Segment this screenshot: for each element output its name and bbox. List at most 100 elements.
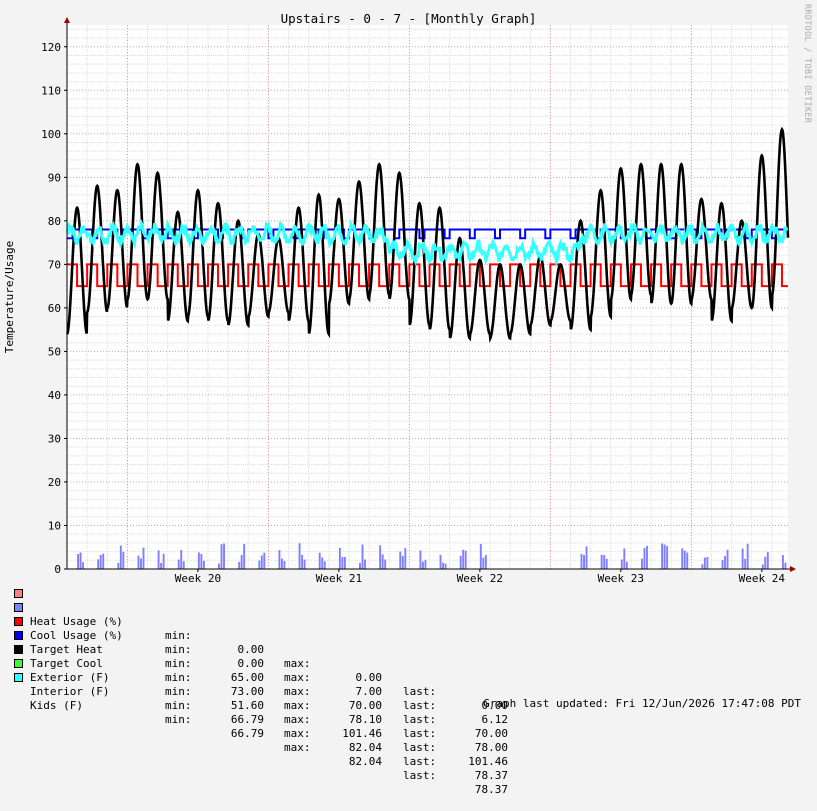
chart: 0 10 20 30 40 50 60 70 80 90 100 110 120 Week 20 Week…	[41, 17, 796, 585]
cool-usage-bar	[223, 543, 225, 569]
cool-usage-bar	[298, 543, 301, 569]
cool-usage-bar	[162, 553, 165, 569]
cool-usage-bar	[283, 560, 286, 569]
cool-usage-bar	[583, 555, 585, 569]
cool-usage-bar	[442, 562, 445, 569]
cool-usage-bar	[117, 562, 120, 569]
interior-swatch	[14, 659, 23, 668]
cool-usage-bar	[646, 545, 648, 569]
cool-usage-bar	[102, 553, 105, 569]
legend-row-exterior: Exterior (F) min: 51.60 max: 101.46 last…	[14, 643, 508, 768]
legend-series-name: Target Cool	[30, 657, 103, 670]
cool-usage-bar	[482, 557, 485, 569]
cool-usage-bar	[343, 557, 346, 569]
cool-usage-bar	[142, 547, 145, 569]
cool-usage-bar	[686, 552, 689, 569]
cool-usage-bar	[703, 557, 706, 569]
cool-usage-bar	[764, 556, 767, 569]
cool-usage-bar	[484, 555, 487, 569]
cool-usage-bar	[741, 548, 744, 569]
y-tick-label: 110	[41, 84, 61, 97]
cool-usage-bar	[303, 559, 306, 569]
cool-usage-bar	[724, 556, 726, 569]
cool-usage-bar	[160, 562, 163, 569]
cool-usage-bar	[744, 558, 747, 569]
cool-usage-bar	[180, 550, 183, 569]
cool-usage-bar	[681, 548, 684, 569]
cool-usage-bar	[479, 543, 482, 569]
target-heat-line	[67, 263, 788, 288]
cool-usage-bar	[404, 548, 407, 569]
cool-usage-bar	[119, 545, 122, 569]
target-heat-swatch	[14, 617, 23, 626]
cool-usage-bar	[459, 555, 462, 569]
cool-usage-bar	[238, 562, 241, 569]
cool-usage-bar	[726, 549, 729, 569]
y-tick-label: 120	[41, 41, 61, 54]
y-tick-label: 30	[48, 432, 61, 445]
y-tick-label: 20	[48, 476, 61, 489]
x-axis-arrow	[790, 566, 796, 572]
y-tick-label: 50	[48, 345, 61, 358]
x-tick-label: Week 24	[739, 572, 786, 585]
legend-row-kids: Kids (F) min: 66.79 max: 82.04 last: 78.…	[14, 671, 508, 796]
cool-usage-bar	[462, 549, 465, 569]
cool-usage-bar	[137, 555, 140, 569]
kids-swatch	[14, 673, 23, 682]
y-tick-label: 0	[54, 563, 61, 576]
y-axis-label: Temperature/Usage	[3, 240, 16, 354]
cool-usage-bar	[182, 561, 185, 569]
cool-usage-bar	[364, 559, 366, 569]
cool-usage-bar	[580, 553, 583, 569]
cool-usage-bar	[706, 556, 709, 569]
cool-usage-bar	[220, 544, 223, 569]
cool-usage-bar	[177, 559, 180, 569]
heat-usage-swatch	[14, 589, 23, 598]
cool-usage-bar	[620, 559, 623, 569]
cool-usage-bar	[202, 560, 205, 569]
cool-usage-bar	[318, 552, 321, 569]
cool-usage-bar	[605, 558, 608, 569]
legend-series-name: Cool Usage (%)	[30, 629, 123, 642]
last-updated: Graph last updated: Fri 12/Jun/2026 17:4…	[483, 697, 801, 710]
cool-usage-bar	[640, 558, 643, 569]
cool-usage-bar	[122, 551, 125, 569]
cool-usage-bar	[721, 559, 724, 569]
cool-usage-bar	[99, 555, 102, 569]
cool-usage-bar	[625, 561, 628, 569]
y-tick-label: 60	[48, 302, 61, 315]
exterior-line	[65, 126, 790, 344]
y-tick-label: 80	[48, 215, 61, 228]
target-cool-swatch	[14, 631, 23, 640]
cool-usage-bar	[157, 550, 160, 569]
cool-usage-bar	[419, 550, 422, 569]
cool-usage-bar	[381, 554, 384, 569]
cool-usage-bar	[301, 554, 304, 569]
cool-usage-bar	[603, 555, 606, 569]
cool-usage-bar	[278, 550, 281, 569]
y-tick-label: 100	[41, 128, 61, 141]
kids-line	[65, 218, 789, 268]
legend: Heat Usage (%) min: 0.00 max: 0.00 last:…	[14, 587, 508, 796]
legend-series-name: Kids (F)	[30, 699, 83, 712]
x-tick-label: Week 23	[598, 572, 644, 585]
cool-usage-bar	[379, 545, 382, 569]
cool-usage-bar	[761, 564, 764, 569]
cool-usage-bar	[766, 551, 769, 569]
cool-usage-bar	[666, 545, 669, 569]
legend-series-name: Target Heat	[30, 643, 103, 656]
cool-usage-bar	[240, 554, 243, 569]
cool-usage-bar	[623, 548, 626, 569]
cool-usage-bar	[683, 550, 686, 569]
cool-usage-bar	[263, 552, 266, 569]
y-tick-label: 10	[48, 519, 61, 532]
cool-usage-bar	[200, 554, 203, 569]
legend-series-name: Exterior (F)	[30, 671, 110, 684]
cool-usage-bar	[781, 555, 784, 569]
cool-usage-bar	[421, 561, 424, 569]
legend-row-target-cool: Target Cool min: 73.00 max: 78.10 last: …	[14, 629, 508, 754]
cool-usage-bar	[359, 562, 361, 569]
cool-usage-bar	[323, 561, 326, 569]
cool-usage-bar	[784, 562, 787, 569]
y-tick-label: 90	[48, 171, 61, 184]
